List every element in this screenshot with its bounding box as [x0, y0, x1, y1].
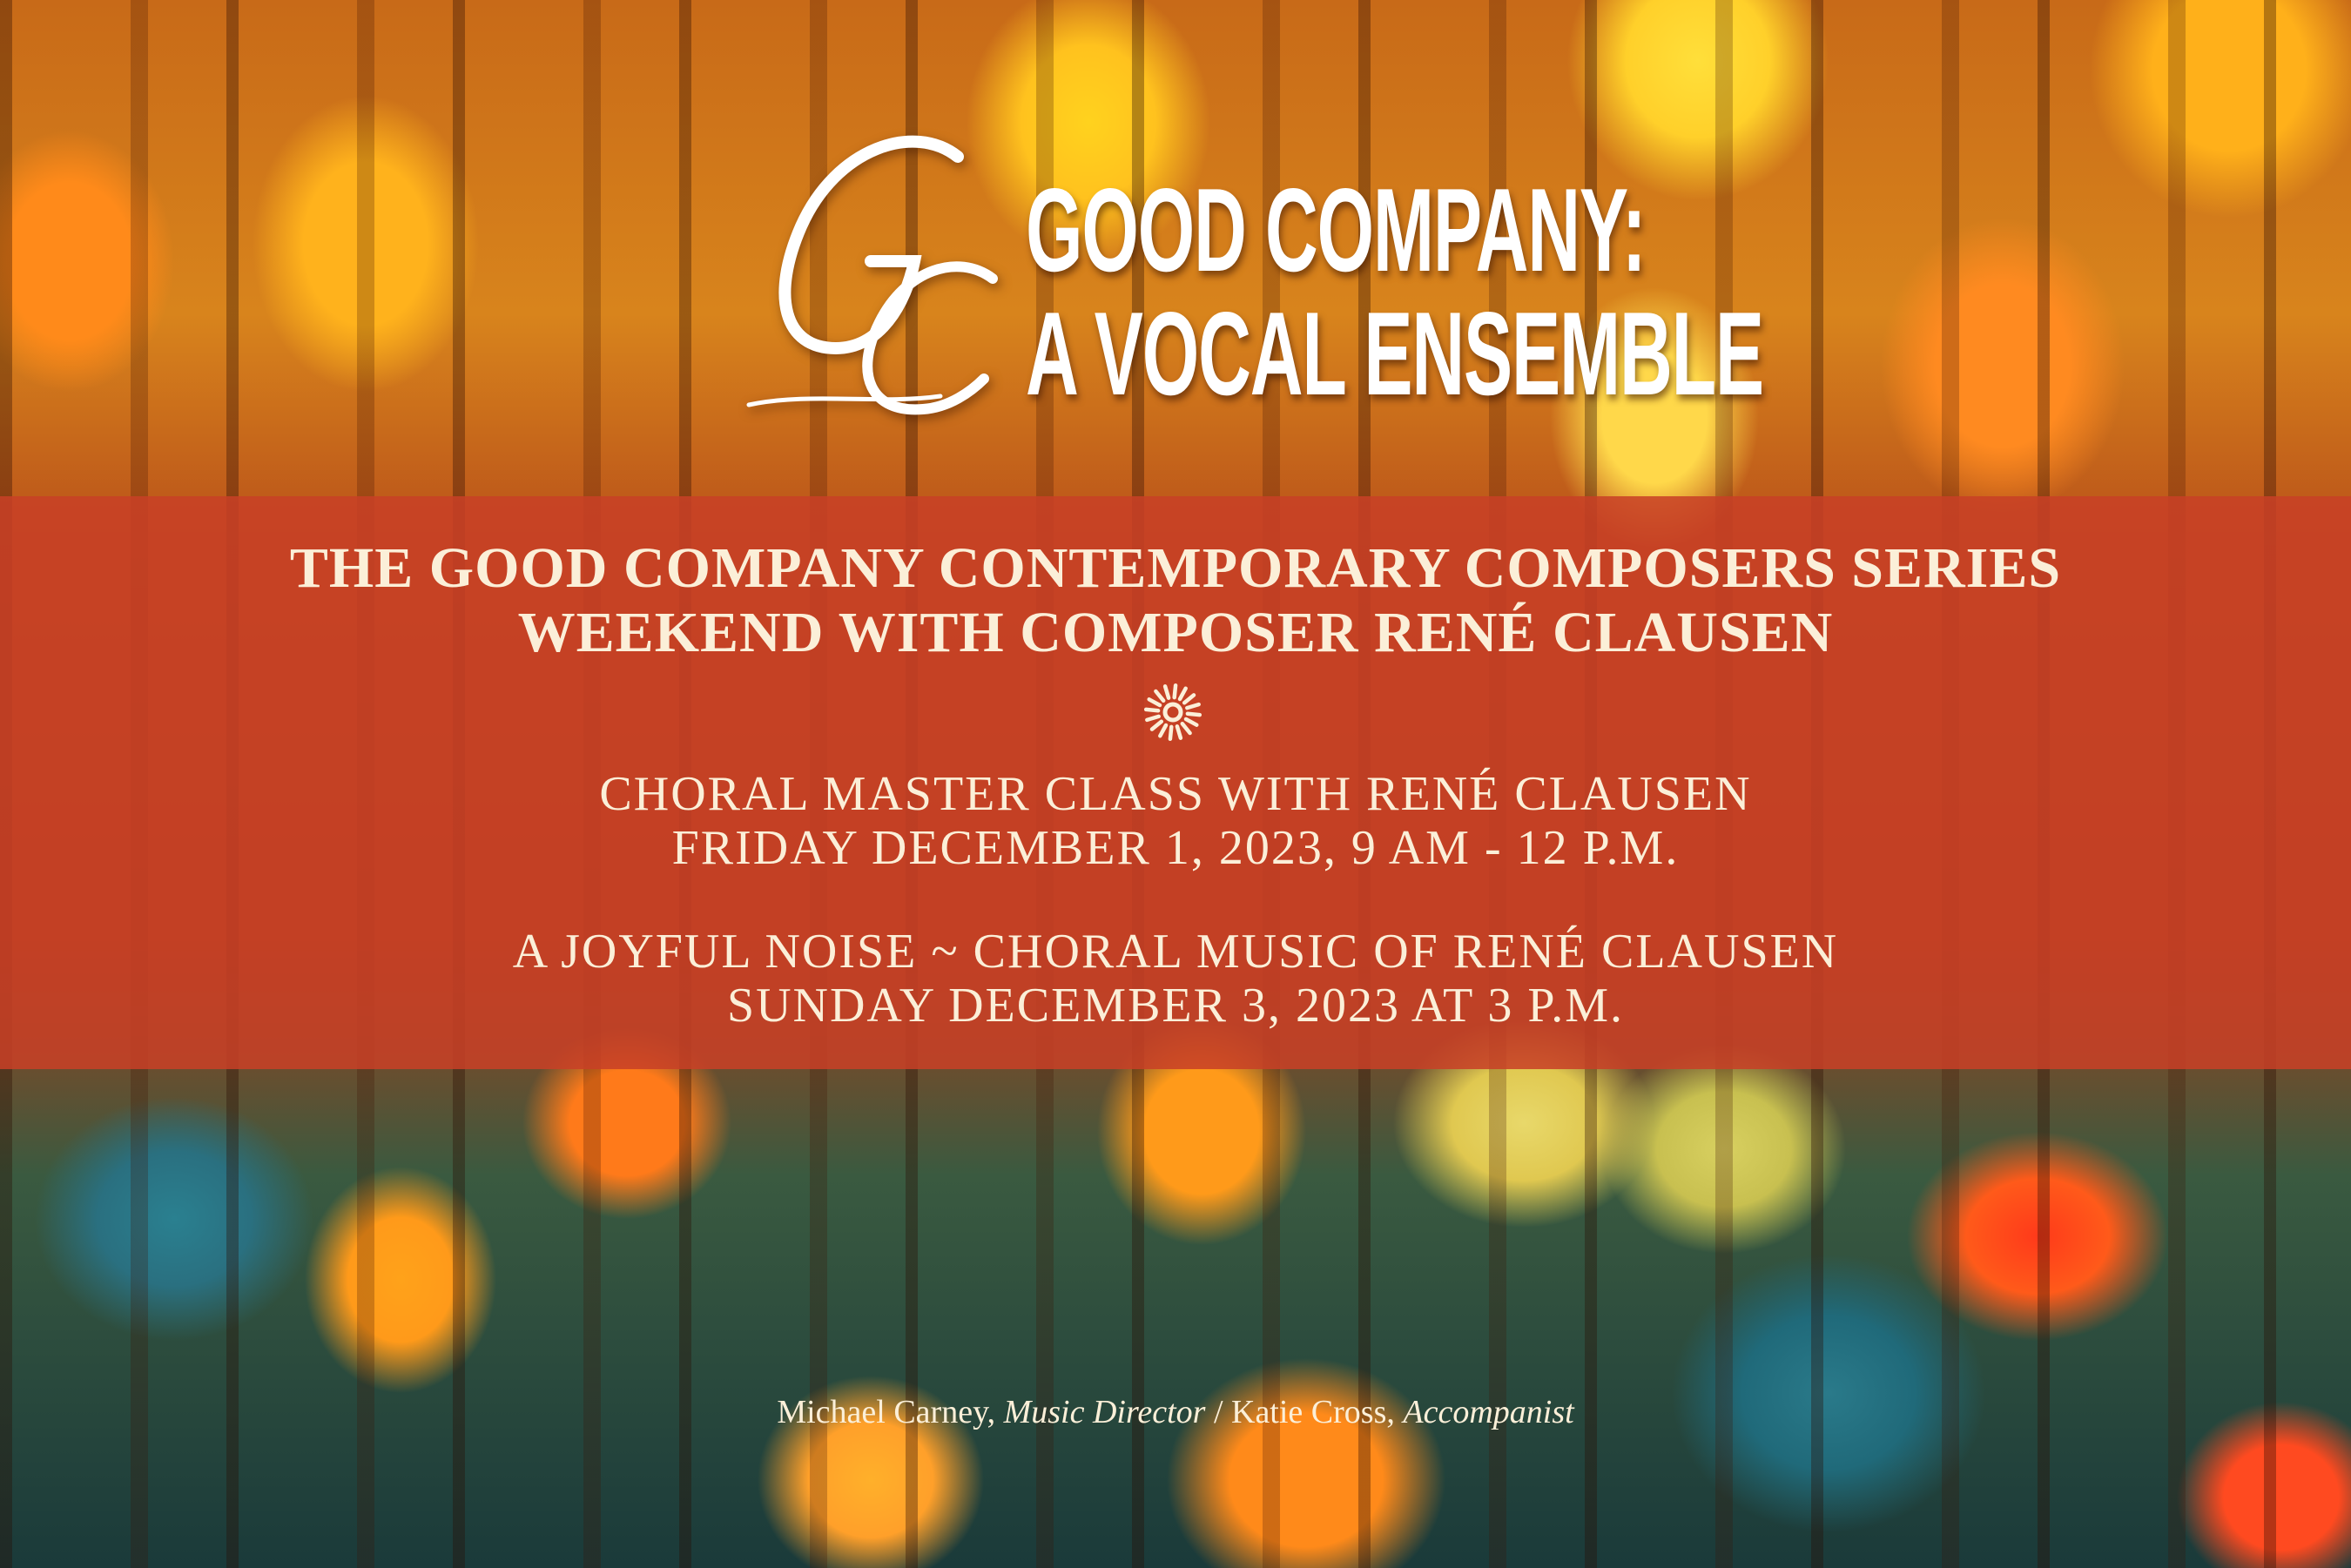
- series-title: THE GOOD COMPANY CONTEMPORARY COMPOSERS …: [289, 536, 2062, 600]
- sun-ray: [1175, 724, 1183, 740]
- sun-ray: [1147, 697, 1162, 708]
- sun-ray: [1180, 721, 1192, 736]
- sun-ray: [1162, 684, 1171, 700]
- sun-ray: [1149, 719, 1164, 731]
- sun-ray: [1182, 693, 1196, 705]
- director-role: Music Director: [1003, 1394, 1206, 1430]
- event2-datetime: SUNDAY DECEMBER 3, 2023 AT 3 P.M.: [726, 979, 1625, 1033]
- monogram-c-stroke: [862, 261, 998, 415]
- sun-ray: [1154, 689, 1166, 703]
- sun-ray: [1172, 683, 1178, 700]
- sun-ray: [1185, 702, 1201, 710]
- sun-ray: [1185, 711, 1202, 717]
- sun-ray: [1145, 714, 1161, 723]
- credits-separator: /: [1213, 1394, 1223, 1430]
- sun-ray: [1158, 723, 1169, 738]
- ensemble-name-line2: A VOCAL ENSEMBLE: [1026, 287, 1764, 420]
- ensemble-name-line1: GOOD COMPANY:: [1026, 164, 1647, 296]
- sun-icon: [1143, 683, 1202, 742]
- event2-title: A JOYFUL NOISE ~ CHORAL MUSIC OF RENÉ CL…: [512, 925, 1839, 979]
- monogram-flourish: [746, 394, 943, 407]
- series-subtitle: WEEKEND WITH COMPOSER RENÉ CLAUSEN: [517, 601, 1834, 664]
- director-name: Michael Carney,: [777, 1394, 996, 1430]
- accompanist-name: Katie Cross,: [1231, 1394, 1395, 1430]
- accompanist-role: Accompanist: [1403, 1394, 1574, 1430]
- event1-title: CHORAL MASTER CLASS WITH RENÉ CLAUSEN: [599, 767, 1752, 821]
- sun-ray: [1183, 717, 1199, 727]
- credits: Michael Carney, Music Director / Katie C…: [0, 1393, 2351, 1433]
- gc-monogram-logo: [746, 135, 998, 415]
- event1-datetime: FRIDAY DECEMBER 1, 2023, 9 AM - 12 P.M.: [671, 821, 1680, 875]
- monogram-g-stroke: [778, 135, 964, 355]
- sun-ray: [1168, 724, 1174, 742]
- info-band: [0, 496, 2351, 1069]
- sun-ray: [1177, 686, 1188, 702]
